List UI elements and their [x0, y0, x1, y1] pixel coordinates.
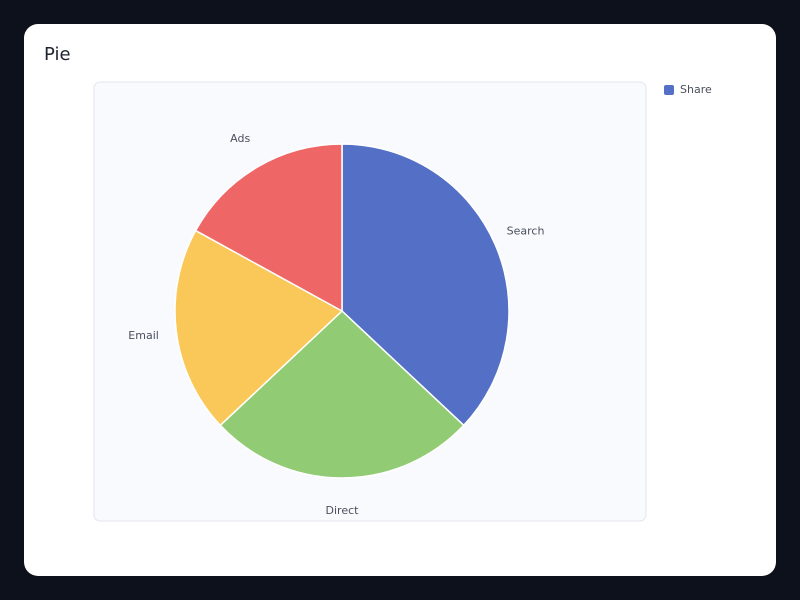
pie-label-ads: Ads [230, 132, 250, 145]
pie-slice-ads[interactable] [194, 143, 343, 313]
pie-label-email: Email [128, 329, 159, 342]
pie-slices [174, 143, 510, 479]
legend-swatch-share [664, 84, 674, 95]
pie-label-direct: Direct [326, 504, 360, 517]
chart-title: Pie [44, 44, 71, 65]
pie-slice-direct[interactable] [219, 309, 465, 479]
pie-slice-email[interactable] [174, 229, 344, 427]
pie-slice-search[interactable] [341, 143, 510, 427]
chart-card: Pie Search Direct Email Ads Share [24, 24, 776, 576]
legend-label-share: Share [680, 83, 712, 96]
pie-labels: Search Direct Email Ads [128, 132, 544, 517]
legend[interactable]: Share [664, 83, 712, 96]
pie-label-search: Search [507, 225, 545, 238]
pie-chart: Search Direct Email Ads [93, 81, 647, 522]
